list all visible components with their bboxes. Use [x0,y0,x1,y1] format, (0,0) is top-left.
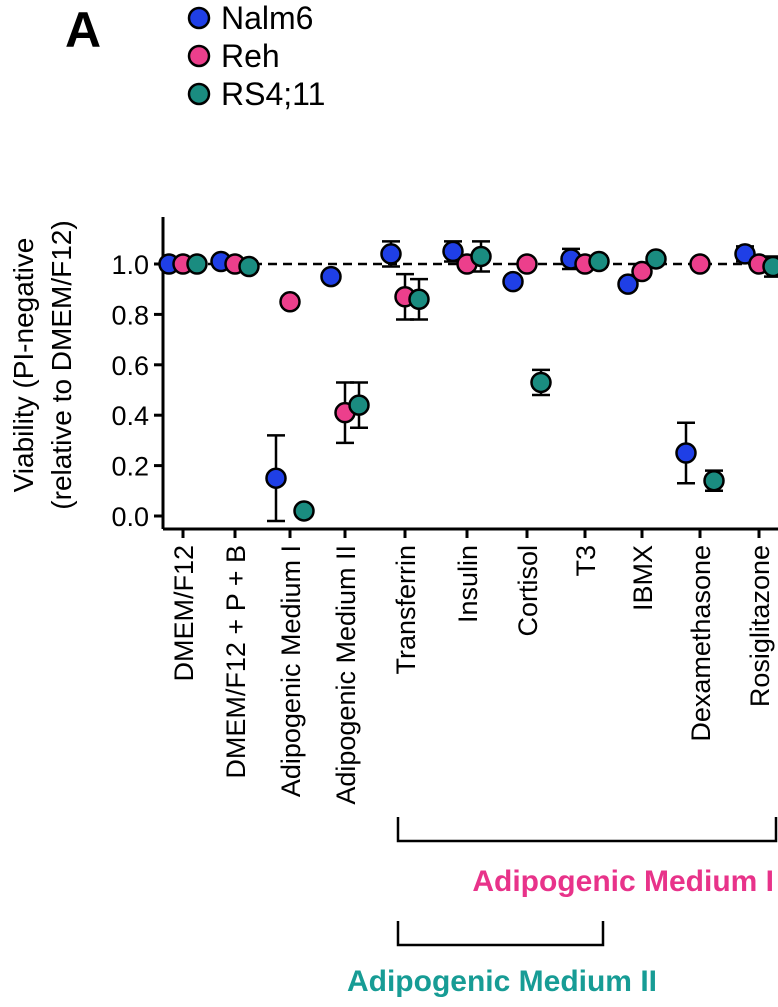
x-tick-label: Insulin [453,545,483,623]
data-point [380,243,402,265]
x-tick-label: Adipogenic Medium II [331,545,361,805]
series-rs411 [186,240,778,522]
x-tick-label: T3 [571,545,601,577]
legend-label-reh: Reh [221,38,280,74]
data-point [186,253,208,275]
x-tick-label: Transferrin [391,545,421,675]
legend: Nalm6 Reh RS4;11 [187,0,325,112]
y-tick-label: 1.0 [111,250,149,280]
bracket-medium-ii [396,921,605,947]
x-tick-label: Rosiglitazone [745,545,775,707]
data-point [502,270,524,293]
data-point [348,394,370,416]
data-point [530,371,552,394]
legend-label-rs411: RS4;11 [221,76,325,112]
x-tick-label: DMEM/F12 [169,545,199,682]
y-tick-label: 0.8 [111,300,149,330]
data-point [265,467,287,489]
group-bracket-medium-ii: Adipogenic Medium II [347,921,657,998]
data-point [617,273,639,295]
y-tick-label: 0.6 [111,351,149,381]
legend-marker-reh [187,44,211,68]
data-point [238,255,260,278]
data-point [631,260,653,283]
group-label-medium-i: Adipogenic Medium I [472,865,774,898]
data-point [320,265,342,288]
y-axis-title-line1: Viability (PI-negative [8,238,39,493]
y-tick-label: 0.0 [111,502,149,532]
group-label-medium-ii: Adipogenic Medium II [347,965,657,998]
series-reh [172,253,770,445]
x-tick-label: Adipogenic Medium I [276,545,306,797]
data-point [279,291,301,313]
x-tick-label: DMEM/F12 + P + B [221,545,251,779]
y-axis-title-line2: (relative to DMEM/F12) [46,220,77,509]
x-tick-label: Dexamethasone [686,545,716,742]
data-point [703,469,725,492]
legend-label-nalm6: Nalm6 [221,0,313,36]
legend-marker-rs411 [187,82,211,106]
data-point [293,500,315,522]
data-point [408,288,430,311]
data-point [588,250,610,273]
legend-marker-nalm6 [187,6,211,30]
data-point [762,255,778,278]
data-point [645,248,667,270]
y-tick-label: 0.4 [111,401,149,431]
x-tick-label: Cortisol [513,545,543,637]
data-point [689,253,711,275]
x-tick-label: IBMX [628,545,658,611]
series-nalm6 [158,240,756,523]
plot-area: 0.0 0.2 0.4 0.6 0.8 1.0 DMEM/F12 DMEM/F12 + P +… [111,217,778,805]
data-point [675,442,697,464]
data-point [442,240,464,263]
group-bracket-medium-i: Adipogenic Medium I [396,817,778,898]
data-point [470,245,492,268]
y-axis-title: Viability (PI-negative (relative to DMEM… [8,220,77,509]
bracket-medium-i [396,817,778,843]
panel-label: A [65,2,101,58]
data-point [516,253,538,275]
y-tick-label: 0.2 [111,452,149,482]
